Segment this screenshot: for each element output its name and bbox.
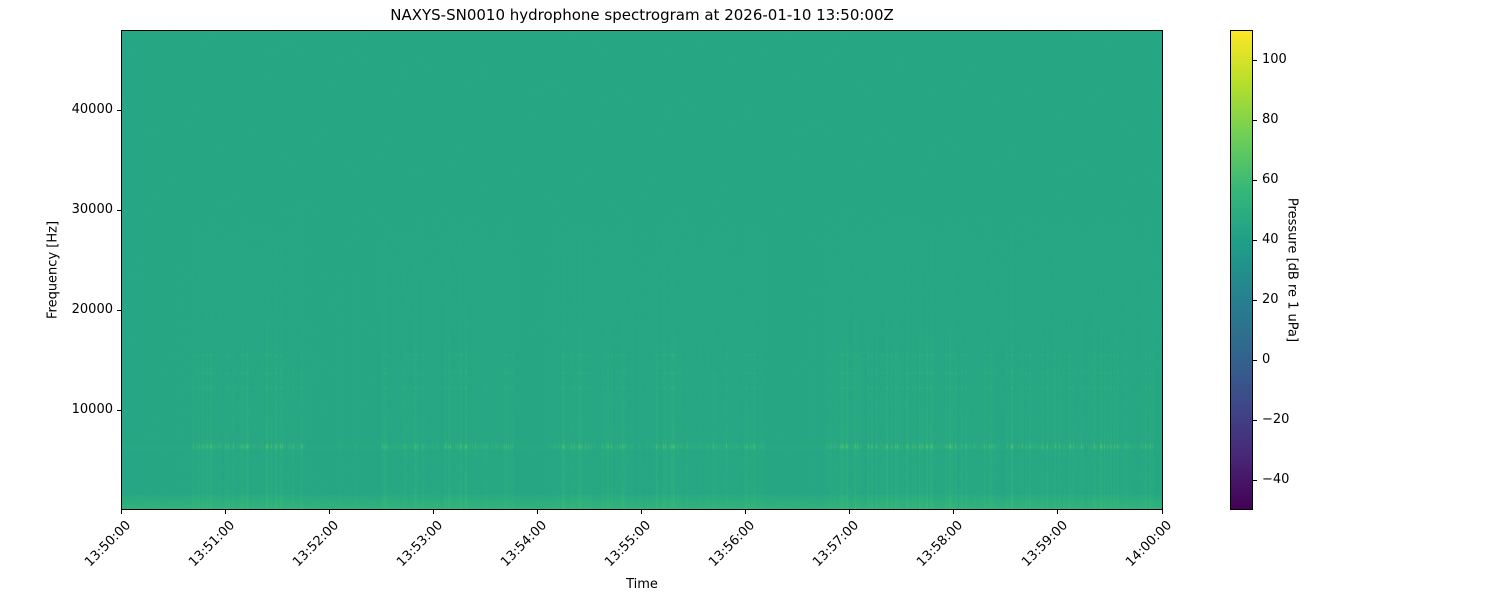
x-axis-label: Time xyxy=(626,577,658,592)
x-tick-label: 13:56:00 xyxy=(706,518,759,570)
colorbar-label: Pressure [dB re 1 uPa] xyxy=(1284,197,1300,343)
colorbar-tick xyxy=(1253,479,1257,481)
x-tick xyxy=(1161,510,1163,514)
x-tick xyxy=(224,510,226,514)
colorbar-tick xyxy=(1253,419,1257,421)
colorbar-tick-label: 0 xyxy=(1262,352,1271,367)
y-tick-label: 20000 xyxy=(71,302,113,317)
colorbar-tick-label: 100 xyxy=(1262,52,1287,67)
x-tick xyxy=(1057,510,1059,514)
x-tick-label: 13:54:00 xyxy=(498,518,551,570)
y-tick xyxy=(117,309,121,311)
x-tick-label: 13:57:00 xyxy=(810,518,863,570)
colorbar-tick-label: 80 xyxy=(1262,112,1279,127)
y-tick-label: 30000 xyxy=(71,202,113,217)
spectrogram-image xyxy=(122,31,1162,509)
x-tick-label: 13:52:00 xyxy=(289,518,342,570)
colorbar-tick-label: 20 xyxy=(1262,292,1279,307)
x-tick-label: 13:58:00 xyxy=(914,518,967,570)
colorbar-tick xyxy=(1253,59,1257,61)
x-tick xyxy=(536,510,538,514)
x-tick xyxy=(641,510,642,514)
x-tick xyxy=(328,510,330,514)
y-tick-label: 10000 xyxy=(71,402,113,417)
colorbar-tick xyxy=(1253,299,1257,301)
y-tick xyxy=(117,409,121,411)
colorbar-tick xyxy=(1253,239,1257,241)
colorbar-tick-label: 60 xyxy=(1262,172,1279,187)
colorbar-tick-label: −20 xyxy=(1262,412,1290,427)
x-tick-label: 13:55:00 xyxy=(602,518,655,570)
colorbar-tick xyxy=(1253,179,1257,181)
x-tick-label: 13:51:00 xyxy=(185,518,238,570)
x-tick xyxy=(849,510,851,514)
x-tick xyxy=(953,510,955,514)
chart-title: NAXYS-SN0010 hydrophone spectrogram at 2… xyxy=(390,6,894,24)
y-tick-label: 40000 xyxy=(71,102,113,117)
colorbar-tick xyxy=(1253,119,1257,121)
x-tick-label: 13:59:00 xyxy=(1018,518,1071,570)
x-tick xyxy=(432,510,434,514)
x-tick-label: 13:50:00 xyxy=(81,518,134,570)
colorbar xyxy=(1230,30,1253,510)
plot-area xyxy=(121,30,1163,510)
colorbar-tick xyxy=(1253,359,1257,361)
x-tick xyxy=(120,510,122,514)
x-tick xyxy=(745,510,747,514)
colorbar-tick-label: −40 xyxy=(1262,472,1290,487)
x-tick-label: 13:53:00 xyxy=(394,518,446,570)
y-tick xyxy=(117,209,121,211)
y-tick xyxy=(117,109,121,111)
x-tick-label: 14:00:00 xyxy=(1122,518,1175,570)
y-axis-label: Frequency [Hz] xyxy=(45,220,61,320)
colorbar-tick-label: 40 xyxy=(1262,232,1279,247)
